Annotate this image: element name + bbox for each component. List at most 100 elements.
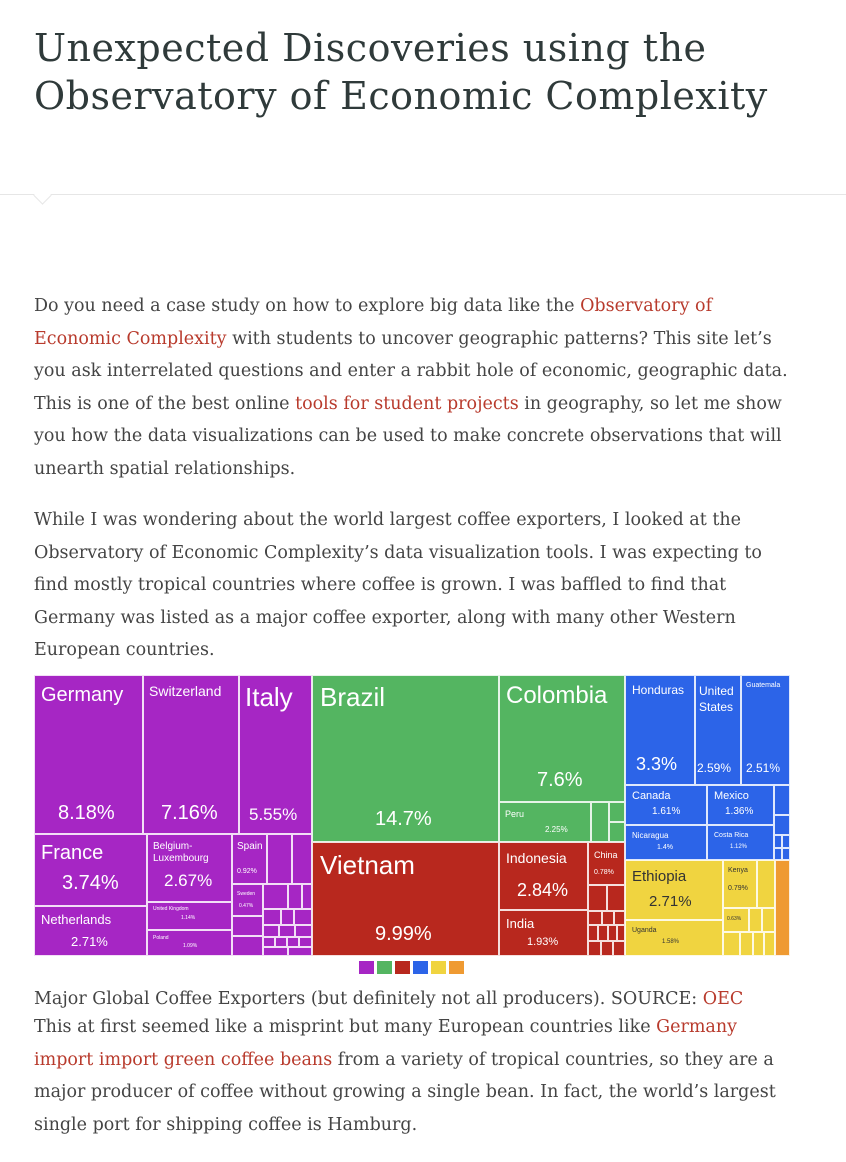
- treemap-cell-asia-small[interactable]: [588, 925, 598, 941]
- treemap-cell-africa-small[interactable]: [749, 908, 762, 932]
- treemap-cell-africa-small[interactable]: [764, 932, 775, 956]
- oec-source-link[interactable]: OEC: [702, 989, 744, 1009]
- treemap-cell-asia-small[interactable]: [607, 885, 625, 911]
- treemap-cell-asia-small[interactable]: [588, 941, 601, 956]
- treemap-cell-europe-small[interactable]: [263, 909, 281, 925]
- treemap-cell-colombia[interactable]: Colombia 7.6%: [499, 675, 625, 802]
- asia-legend-icon[interactable]: [395, 961, 410, 974]
- header-divider: [0, 194, 846, 195]
- p3-text-1: This at first seemed like a misprint but…: [34, 1017, 657, 1037]
- europe-legend-icon[interactable]: [359, 961, 374, 974]
- oceania-legend-icon[interactable]: [449, 961, 464, 974]
- treemap-cell-africa-small[interactable]: 0.63%: [723, 908, 749, 932]
- treemap-cell-sweden[interactable]: Sweden 0.47%: [232, 884, 263, 916]
- treemap-cell-asia-small[interactable]: [601, 941, 613, 956]
- treemap-cell-nicaragua[interactable]: Nicaragua 1.4%: [625, 825, 707, 860]
- treemap-cell-europe-small[interactable]: [263, 937, 275, 947]
- treemap-cell-africa-small[interactable]: [757, 860, 775, 908]
- treemap-cell-kenya[interactable]: Kenya 0.79%: [723, 860, 757, 908]
- treemap-cell-asia-small[interactable]: [602, 911, 614, 925]
- treemap-cell-europe-small[interactable]: [267, 834, 292, 884]
- treemap-cell-peru[interactable]: Peru 2.25%: [499, 802, 591, 842]
- treemap-cell-germany[interactable]: Germany 8.18%: [34, 675, 143, 834]
- treemap-cell-oceania[interactable]: [775, 860, 790, 956]
- treemap-cell-europe-small[interactable]: [288, 947, 312, 956]
- treemap-cell-africa-small[interactable]: [762, 908, 775, 932]
- costarica-name: Costa Rica: [714, 832, 749, 839]
- treemap-cell-netherlands[interactable]: Netherlands 2.71%: [34, 906, 147, 956]
- treemap-cell-europe-small[interactable]: [287, 937, 299, 947]
- uganda-pct: 1.58%: [662, 939, 680, 945]
- treemap-cell-poland[interactable]: Poland 1.09%: [147, 930, 232, 956]
- treemap-cell-asia-small[interactable]: [617, 925, 625, 941]
- africa-legend-icon[interactable]: [431, 961, 446, 974]
- south-america-legend-icon[interactable]: [377, 961, 392, 974]
- treemap-cell-indonesia[interactable]: Indonesia 2.84%: [499, 842, 588, 910]
- india-name: India: [506, 916, 535, 931]
- treemap-cell-asia-small[interactable]: [588, 885, 607, 911]
- treemap-cell-europe-small[interactable]: [302, 884, 312, 909]
- north-america-legend-icon[interactable]: [413, 961, 428, 974]
- vietnam-pct: 9.99%: [375, 923, 432, 945]
- treemap-cell-costa-rica[interactable]: Costa Rica 1.12%: [707, 825, 774, 860]
- spain-pct: 0.92%: [237, 868, 257, 875]
- treemap-cell-na-small[interactable]: [774, 835, 782, 848]
- treemap-cell-uk[interactable]: United Kingdom 1.14%: [147, 902, 232, 930]
- treemap-cell-europe-small[interactable]: [281, 909, 294, 925]
- indonesia-name: Indonesia: [506, 850, 567, 866]
- treemap-cell-asia-small[interactable]: [608, 925, 617, 941]
- treemap-cell-europe-small[interactable]: [263, 925, 279, 937]
- treemap-cell-africa-small[interactable]: [753, 932, 764, 956]
- treemap-cell-china[interactable]: China 0.78%: [588, 842, 625, 885]
- treemap-cell-na-small[interactable]: [774, 848, 782, 860]
- treemap-cell-honduras[interactable]: Honduras 3.3%: [625, 675, 695, 785]
- treemap-cell-vietnam[interactable]: Vietnam 9.99%: [312, 842, 499, 956]
- treemap-cell-asia-small[interactable]: [613, 941, 625, 956]
- treemap-cell-europe-small[interactable]: [263, 947, 288, 956]
- treemap-cell-europe-small[interactable]: [275, 937, 287, 947]
- treemap-cell-spain[interactable]: Spain 0.92%: [232, 834, 267, 884]
- treemap-cell-uganda[interactable]: Uganda 1.58%: [625, 920, 723, 956]
- treemap-cell-europe-small[interactable]: [295, 925, 312, 937]
- sweden-name: Sweden: [237, 891, 256, 897]
- treemap-cell-africa-small[interactable]: [723, 932, 740, 956]
- image-caption: Major Global Coffee Exporters (but defin…: [34, 984, 794, 1014]
- treemap-cell-ethiopia[interactable]: Ethiopia 2.71%: [625, 860, 723, 920]
- oec-link[interactable]: Observatory of Economic Complexity: [34, 296, 713, 349]
- treemap-cell-mexico[interactable]: Mexico 1.36%: [707, 785, 774, 825]
- treemap-cell-europe-small[interactable]: [294, 909, 312, 925]
- treemap-cell-europe-small[interactable]: [288, 884, 302, 909]
- treemap-cell-asia-small[interactable]: [598, 925, 608, 941]
- treemap-cell-asia-small[interactable]: [588, 911, 602, 925]
- coffee-exporters-treemap[interactable]: Germany 8.18% Switzerland 7.16% Italy 5.…: [34, 675, 790, 956]
- treemap-cell-sa-small[interactable]: [591, 802, 609, 842]
- treemap-cell-na-small[interactable]: [774, 815, 790, 835]
- treemap-cell-italy[interactable]: Italy 5.55%: [239, 675, 312, 834]
- treemap-cell-belgium-luxembourg[interactable]: Belgium-Luxembourg 2.67%: [147, 834, 232, 902]
- treemap-cell-europe-small[interactable]: [232, 916, 263, 936]
- treemap-cell-africa-small[interactable]: [740, 932, 753, 956]
- treemap-cell-france[interactable]: France 3.74%: [34, 834, 147, 906]
- treemap-cell-sa-small[interactable]: [609, 802, 625, 822]
- treemap-cell-asia-small[interactable]: [614, 911, 625, 925]
- treemap-cell-sa-small[interactable]: [609, 822, 625, 842]
- student-projects-link[interactable]: tools for student projects: [295, 393, 519, 414]
- treemap-cell-india[interactable]: India 1.93%: [499, 910, 588, 956]
- treemap-cell-europe-small[interactable]: [299, 937, 312, 947]
- treemap-cell-na-small[interactable]: [774, 785, 790, 815]
- treemap-cell-na-small[interactable]: [782, 835, 790, 848]
- treemap-cell-united-states[interactable]: United States 2.59%: [695, 675, 741, 785]
- treemap-cell-canada[interactable]: Canada 1.61%: [625, 785, 707, 825]
- treemap-cell-europe-small[interactable]: [292, 834, 312, 884]
- treemap-cell-switzerland[interactable]: Switzerland 7.16%: [143, 675, 239, 834]
- colombia-pct: 7.6%: [537, 769, 583, 791]
- treemap-cell-brazil[interactable]: Brazil 14.7%: [312, 675, 499, 842]
- treemap-cell-europe-small[interactable]: [232, 936, 263, 956]
- treemap-cell-europe-small[interactable]: [263, 884, 288, 909]
- peru-name: Peru: [505, 809, 525, 819]
- treemap-cell-na-small[interactable]: [782, 848, 790, 860]
- germany-import-link[interactable]: Germany import import green coffee beans: [34, 1017, 738, 1070]
- treemap-cell-europe-small[interactable]: [279, 925, 295, 937]
- treemap-cell-guatemala[interactable]: Guatemala 2.51%: [741, 675, 790, 785]
- ethiopia-name: Ethiopia: [632, 868, 687, 885]
